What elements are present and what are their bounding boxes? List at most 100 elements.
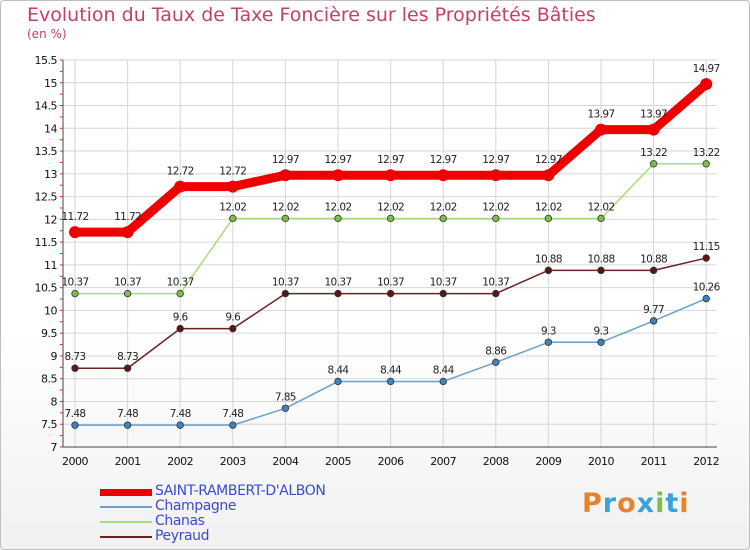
chart-legend: SAINT-RAMBERT-D'ALBON Champagne Chanas P…: [100, 483, 420, 544]
data-label: 12.97: [535, 154, 562, 166]
series-champagne: 7.48 7.48 7.48 7.48 7.85 8.44 8.44 8.44 8.86 9.3 9…: [65, 282, 721, 429]
legend-label: Champagne: [155, 498, 237, 514]
data-label: 12.02: [324, 201, 351, 213]
x-tick-label: 2003: [220, 455, 246, 468]
data-point: [226, 180, 239, 193]
data-label: 8.44: [433, 364, 455, 376]
data-label: 10.37: [482, 277, 509, 289]
y-tick-label: 11: [44, 259, 57, 272]
x-tick-label: 2001: [115, 455, 141, 468]
data-label: 9.3: [594, 325, 609, 337]
data-point: [649, 160, 658, 168]
series-chanas: 10.37 10.37 10.37 12.02 12.02 12.02 12.02 12.02…: [61, 147, 720, 298]
proxiti-logo: Proxiti: [582, 488, 690, 519]
legend-swatch: [100, 536, 152, 538]
x-tick-label: 2006: [378, 455, 404, 468]
data-label: 12.02: [587, 201, 614, 213]
data-label: 12.97: [482, 154, 509, 166]
y-tick-label: 8: [51, 395, 58, 408]
data-point: [281, 404, 290, 412]
data-point: [492, 358, 500, 367]
data-point: [595, 123, 607, 136]
data-label: 9.6: [225, 312, 241, 324]
legend-label: Peyraud: [155, 528, 210, 544]
data-label: 13.97: [587, 109, 614, 121]
data-point: [121, 226, 134, 239]
x-tick-label: 2011: [641, 455, 667, 468]
data-point: [71, 421, 79, 429]
data-point: [439, 289, 447, 298]
data-point: [544, 338, 553, 346]
data-label: 7.48: [170, 408, 191, 420]
y-tick-label: 8.5: [41, 373, 57, 386]
data-label: 12.97: [272, 154, 299, 166]
data-label: 8.73: [65, 351, 86, 363]
data-point: [332, 169, 344, 182]
legend-label: SAINT-RAMBERT-D'ALBON: [155, 483, 326, 499]
data-label: 13.97: [640, 109, 667, 121]
data-label: 12.97: [324, 154, 351, 166]
data-point: [439, 214, 447, 223]
legend-swatch: [100, 489, 152, 496]
y-tick-label: 7.5: [41, 418, 57, 431]
data-point: [71, 364, 79, 372]
data-point: [542, 169, 555, 182]
data-point: [597, 214, 605, 223]
data-point: [437, 169, 450, 182]
data-point: [176, 289, 184, 298]
data-point: [334, 289, 342, 298]
data-label: 8.44: [380, 364, 402, 376]
data-label: 10.37: [377, 277, 404, 289]
data-point: [176, 421, 184, 429]
data-label: 13.22: [693, 147, 720, 159]
data-label: 12.02: [535, 201, 562, 213]
y-tick-label: 12.5: [35, 191, 58, 204]
x-tick-label: 2009: [535, 455, 561, 468]
y-tick-label: 13: [44, 168, 57, 181]
legend-label: Chanas: [155, 513, 205, 529]
legend-item-champagne: Champagne: [100, 498, 420, 514]
data-point: [279, 169, 292, 182]
data-point: [649, 317, 658, 325]
x-tick-label: 2005: [325, 455, 351, 468]
data-point: [597, 266, 605, 275]
data-label: 10.37: [272, 277, 299, 289]
data-label: 9.77: [643, 304, 664, 316]
x-tick-label: 2008: [483, 455, 509, 468]
legend-item-chanas: Chanas: [100, 513, 420, 529]
data-point: [492, 214, 500, 223]
data-point: [492, 289, 500, 298]
x-tick-label: 2010: [588, 455, 614, 468]
data-label: 7.48: [117, 408, 138, 420]
data-point: [123, 289, 132, 298]
y-tick-label: 11.5: [35, 236, 58, 249]
x-tick-label: 2000: [62, 455, 88, 468]
data-point: [281, 289, 290, 298]
series-peyraud: 8.73 8.73 9.6 9.6 10.37 10.37 10.37 10.37 10.37 1…: [65, 241, 720, 372]
data-point: [229, 421, 237, 429]
data-point: [544, 214, 553, 223]
data-point: [702, 160, 710, 168]
data-label: 12.02: [430, 201, 457, 213]
y-tick-label: 14: [44, 122, 57, 135]
data-point: [334, 214, 342, 223]
x-tick-label: 2002: [167, 455, 193, 468]
legend-item-peyraud: Peyraud: [100, 528, 420, 544]
data-point: [281, 214, 290, 223]
data-label: 10.88: [587, 253, 614, 265]
logo-letter: o: [617, 488, 637, 519]
y-tick-label: 14.5: [35, 100, 58, 113]
y-tick-label: 10: [44, 304, 57, 317]
data-label: 14.97: [693, 63, 720, 75]
data-point: [386, 377, 395, 386]
data-label: 10.37: [324, 277, 351, 289]
data-point: [71, 289, 79, 298]
data-point: [69, 226, 81, 239]
y-tick-label: 13.5: [35, 145, 58, 158]
data-point: [597, 338, 605, 346]
x-tick-label: 2004: [272, 455, 298, 468]
data-point: [647, 123, 660, 136]
series-saint-rambert-d-albon: 11.72 11.72 12.72 12.72 12.97 12.97 12.97 12.97…: [61, 63, 720, 239]
data-label: 11.72: [114, 211, 141, 223]
data-label: 10.37: [114, 277, 141, 289]
